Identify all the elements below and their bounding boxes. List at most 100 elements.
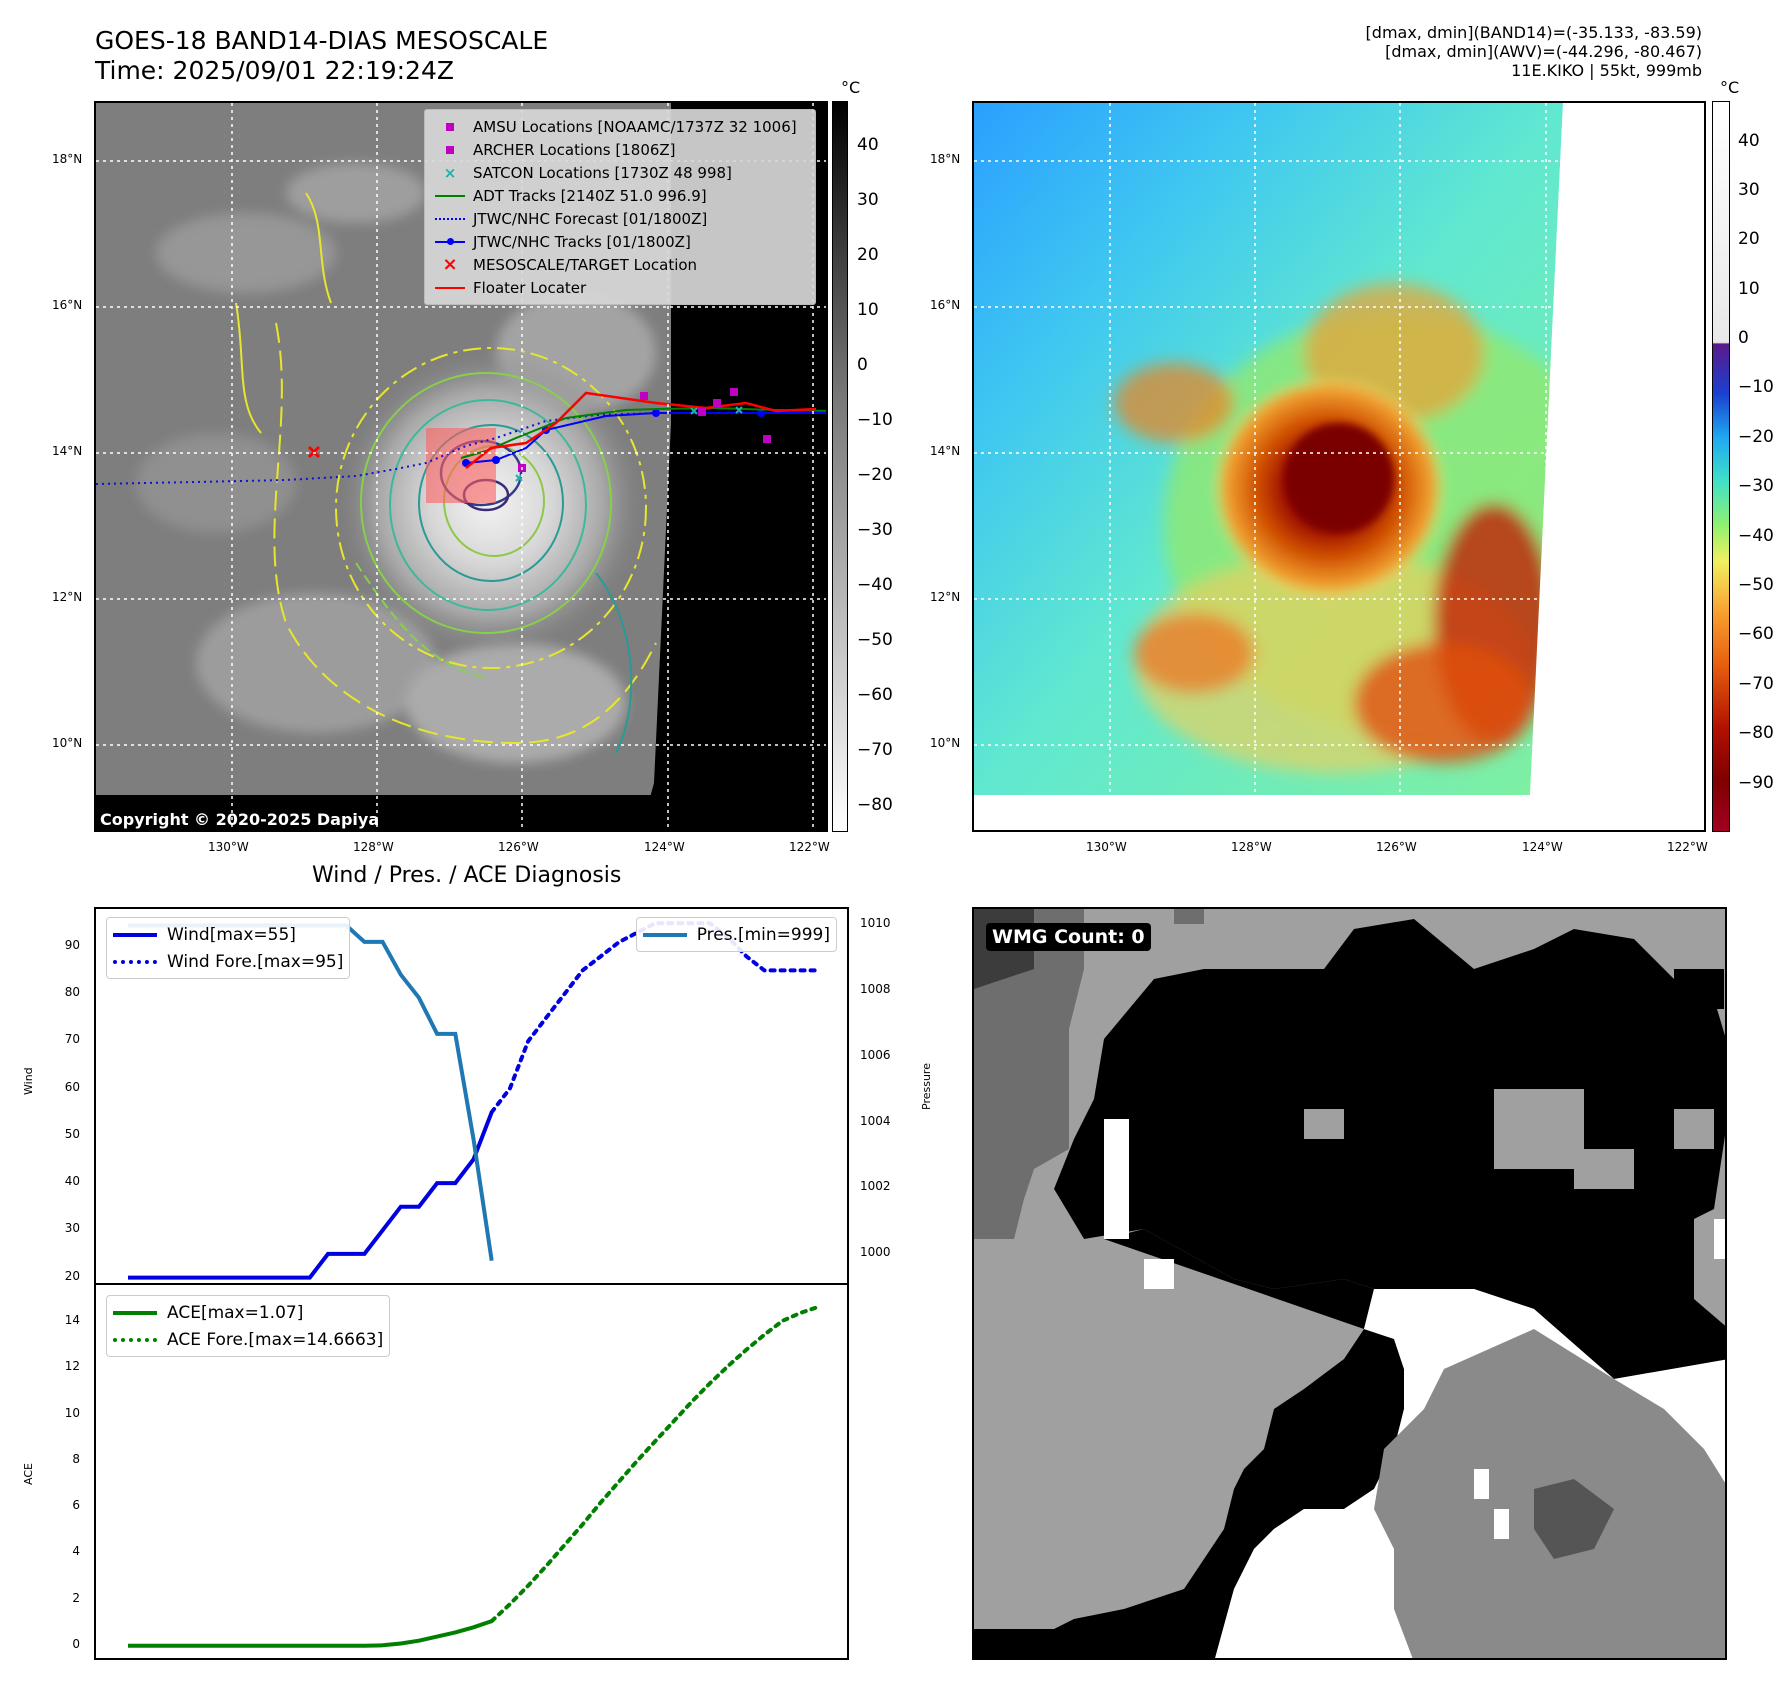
adt-track — [460, 406, 826, 459]
chart-title: GOES-18 BAND14-DIAS MESOSCALE — [95, 26, 549, 55]
colorbar-tick-label: 40 — [857, 134, 879, 155]
lon-tick-label: 128°W — [1231, 840, 1272, 854]
wind-pressure-panel: Wind[max=55] Wind Fore.[max=95] Pres.[mi… — [94, 907, 849, 1285]
info-storm: 11E.KIKO | 55kt, 999mb — [1511, 61, 1702, 80]
ace-tick-label: 6 — [72, 1498, 80, 1513]
lat-tick-label: 18°N — [930, 152, 961, 166]
colorbar-tick-label: −80 — [1738, 723, 1774, 744]
lon-tick-label: 130°W — [1086, 840, 1127, 854]
dotted-line-icon — [113, 959, 159, 964]
awv-gridlines — [974, 103, 1704, 830]
ace-tick-label: 0 — [72, 1636, 80, 1651]
line-icon — [642, 932, 689, 937]
ir-map-panel: Copyright © 2020-2025 Dapiya AMSU Locati… — [94, 101, 828, 832]
colorbar-tick-label: −20 — [1738, 426, 1774, 447]
lon-tick-label: 122°W — [789, 840, 830, 854]
colorbar-tick-label: −60 — [857, 684, 893, 705]
legend-ace-forecast: ACE Fore.[max=14.6663] — [113, 1326, 383, 1353]
pressure-tick-label: 1002 — [860, 1179, 891, 1194]
info-dmax-awv: [dmax, dmin](AWV)=(-44.296, -80.467) — [1385, 42, 1702, 61]
ace-legend: ACE[max=1.07] ACE Fore.[max=14.6663] — [106, 1295, 391, 1357]
lon-tick-label: 128°W — [353, 840, 394, 854]
lon-tick-label: 126°W — [498, 840, 539, 854]
wind-tick-label: 50 — [64, 1126, 80, 1141]
legend-tracks: JTWC/NHC Tracks [01/1800Z] — [433, 230, 807, 253]
colorbar-tick-label: −30 — [1738, 476, 1774, 497]
ace-ylabel: ACE — [22, 1463, 35, 1485]
pressure-tick-label: 1004 — [860, 1113, 891, 1128]
left-colorbar — [832, 101, 848, 832]
colorbar-tick-label: 20 — [1738, 229, 1760, 250]
colorbar-tick-label: −40 — [857, 574, 893, 595]
wmg-count-label: WMG Count: 0 — [986, 923, 1151, 951]
wind-ylabel: Wind — [22, 1067, 35, 1095]
colorbar-tick-label: −20 — [857, 464, 893, 485]
wind-tick-label: 60 — [64, 1079, 80, 1094]
awv-map-image — [974, 103, 1704, 830]
map-legend: AMSU Locations [NOAAMC/1737Z 32 1006] AR… — [424, 109, 816, 305]
legend-wind-forecast: Wind Fore.[max=95] — [113, 948, 343, 975]
colorbar-tick-label: 10 — [1738, 278, 1760, 299]
satcon-points — [515, 406, 743, 482]
line-icon — [433, 194, 467, 197]
colorbar-tick-label: −70 — [1738, 673, 1774, 694]
square-marker-icon — [433, 122, 467, 131]
colorbar-tick-label: 30 — [1738, 179, 1760, 200]
pressure-tick-label: 1006 — [860, 1047, 891, 1062]
legend-forecast: JTWC/NHC Forecast [01/1800Z] — [433, 207, 807, 230]
right-colorbar — [1712, 101, 1730, 832]
ace-tick-label: 4 — [72, 1544, 80, 1559]
mesoscale-target-marker — [307, 445, 321, 459]
pressure-tick-label: 1010 — [860, 916, 891, 931]
lon-tick-label: 122°W — [1667, 840, 1708, 854]
lon-tick-label: 126°W — [1376, 840, 1417, 854]
wmg-panel: WMG Count: 0 — [972, 907, 1727, 1660]
wind-tick-label: 20 — [64, 1268, 80, 1283]
wind-tick-label: 70 — [64, 1032, 80, 1047]
pressure-tick-label: 1000 — [860, 1245, 891, 1260]
wmg-image — [974, 909, 1725, 1658]
wind-legend: Wind[max=55] Wind Fore.[max=95] — [106, 917, 351, 979]
info-dmax-band14: [dmax, dmin](BAND14)=(-35.133, -83.59) — [1365, 23, 1702, 42]
lon-tick-label: 130°W — [208, 840, 249, 854]
legend-satcon: × SATCON Locations [1730Z 48 998] — [433, 161, 807, 184]
ace-tick-label: 2 — [72, 1590, 80, 1605]
colorbar-tick-label: 30 — [857, 189, 879, 210]
dotted-line-icon — [113, 1337, 159, 1342]
series-line-0 — [128, 1111, 494, 1280]
lon-tick-label: 124°W — [644, 840, 685, 854]
wind-tick-label: 80 — [64, 985, 80, 1000]
colorbar-tick-label: −60 — [1738, 624, 1774, 645]
lat-tick-label: 16°N — [930, 298, 961, 312]
square-marker-icon — [433, 145, 467, 154]
lat-tick-label: 12°N — [930, 590, 961, 604]
colorbar-tick-label: −10 — [857, 409, 893, 430]
ace-chart — [128, 1304, 821, 1648]
lat-tick-label: 16°N — [52, 298, 83, 312]
lon-tick-label: 124°W — [1522, 840, 1563, 854]
pres-legend: Pres.[min=999] — [635, 917, 837, 952]
colorbar-tick-label: 0 — [1738, 328, 1749, 349]
legend-adt: ADT Tracks [2140Z 51.0 996.9] — [433, 184, 807, 207]
series-line-0 — [128, 1619, 493, 1648]
chart-subtitle-time: Time: 2025/09/01 22:19:24Z — [95, 56, 454, 85]
ace-tick-label: 8 — [72, 1451, 80, 1466]
copyright-label: Copyright © 2020-2025 Dapiya — [100, 810, 380, 829]
wind-tick-label: 40 — [64, 1174, 80, 1189]
colorbar-tick-label: 40 — [1738, 130, 1760, 151]
legend-target: × MESOSCALE/TARGET Location — [433, 253, 807, 276]
right-colorbar-unit: °C — [1720, 78, 1740, 97]
colorbar-tick-label: 0 — [857, 354, 868, 375]
floater-locater — [465, 391, 817, 469]
colorbar-tick-label: −40 — [1738, 525, 1774, 546]
legend-archer: ARCHER Locations [1806Z] — [433, 138, 807, 161]
x-marker-icon: × — [442, 254, 458, 275]
legend-floater: Floater Locater — [433, 276, 807, 299]
colorbar-tick-label: −70 — [857, 739, 893, 760]
colorbar-tick-label: −50 — [1738, 575, 1774, 596]
colorbar-tick-label: −10 — [1738, 377, 1774, 398]
line-dot-icon — [433, 237, 467, 245]
ace-tick-label: 10 — [64, 1405, 80, 1420]
ace-panel: ACE[max=1.07] ACE Fore.[max=14.6663] — [94, 1283, 849, 1660]
awv-map-panel — [972, 101, 1706, 832]
